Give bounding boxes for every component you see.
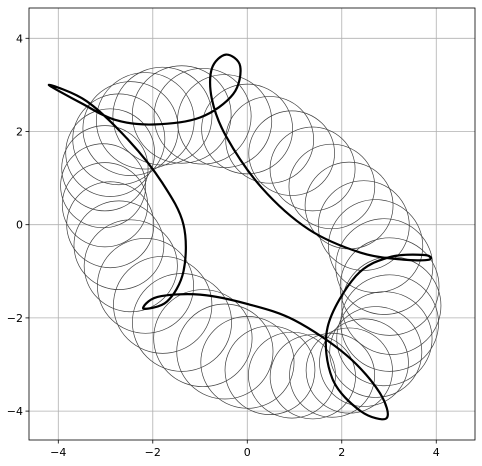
circle-mark	[82, 81, 179, 177]
circle-mark	[289, 332, 376, 418]
circle-mark	[288, 143, 376, 230]
circle-mark	[305, 327, 393, 414]
y-tick-label: 0	[16, 219, 23, 232]
circle-mark	[340, 274, 439, 372]
circle-mark	[335, 218, 434, 315]
x-tick-label: 2	[338, 446, 345, 459]
circle-mark	[60, 143, 147, 229]
circle-mark	[83, 219, 178, 313]
series-layer	[47, 53, 433, 421]
circle-mark	[319, 318, 409, 407]
circle-mark	[61, 125, 149, 212]
circle-mark	[200, 316, 295, 409]
y-tick-label: 2	[16, 125, 23, 138]
x-tick-label: −2	[145, 446, 161, 459]
circle-mark	[269, 126, 356, 212]
y-axis: −4 −2 0 2 4	[7, 32, 29, 418]
circle-mark	[224, 325, 316, 415]
circle-mark	[61, 162, 148, 248]
circle-mark	[65, 108, 155, 197]
curve-line	[47, 53, 433, 421]
circle-mark	[96, 237, 194, 334]
circle-mark	[153, 289, 253, 388]
x-tick-label: −4	[50, 446, 66, 459]
circle-mark	[176, 303, 274, 400]
circle-mark	[201, 83, 293, 175]
circle-mark	[269, 334, 356, 420]
x-axis: −4 −2 0 2 4	[50, 440, 440, 459]
circle-mark	[73, 200, 165, 290]
x-tick-label: 4	[433, 446, 440, 459]
circle-mark	[329, 306, 423, 398]
circle-mark	[153, 67, 252, 165]
x-tick-label: 0	[244, 446, 251, 459]
circle-mark	[66, 181, 155, 269]
circle-mark	[317, 180, 410, 271]
axes-frame	[28, 7, 476, 441]
y-tick-label: −2	[7, 312, 23, 325]
y-tick-label: 4	[16, 32, 23, 45]
circle-mark	[113, 255, 213, 354]
y-tick-label: −4	[7, 405, 23, 418]
circle-mark	[248, 110, 335, 196]
circle-mark	[225, 96, 315, 184]
plot-area	[29, 8, 475, 440]
circle-mark	[328, 199, 424, 293]
circle-mark	[112, 66, 213, 166]
circle-mark	[248, 331, 336, 419]
circle-mark	[95, 72, 195, 170]
circle-family	[60, 65, 442, 420]
